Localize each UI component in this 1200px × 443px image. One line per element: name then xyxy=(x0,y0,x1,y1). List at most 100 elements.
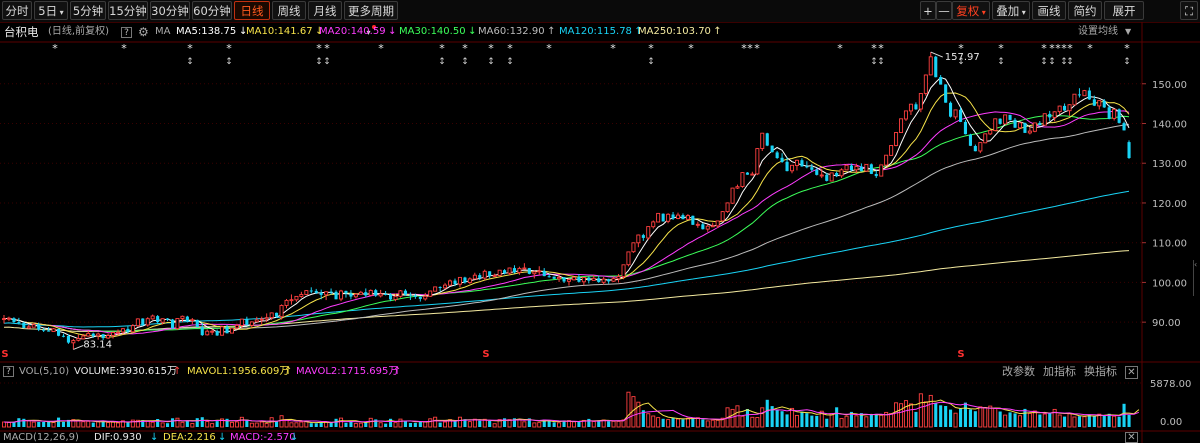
period-tab-5[interactable]: 60分钟 xyxy=(192,1,232,20)
swap-indicator-link[interactable]: 换指标 xyxy=(1084,365,1117,378)
mavol2-dir-icon: ↑ xyxy=(393,366,402,377)
period-tab-1[interactable]: 5日 ▾ xyxy=(34,1,68,20)
candle-body xyxy=(1017,122,1022,129)
volume-bar xyxy=(378,422,383,428)
period-tab-4[interactable]: 30分钟 xyxy=(150,1,190,20)
volume-bar xyxy=(1048,412,1052,427)
ma-legend-item: MA10:141.67 xyxy=(246,26,313,37)
candle-body xyxy=(503,270,507,274)
candle-body xyxy=(413,295,417,297)
event-arrow-icon: ↕ xyxy=(1040,57,1048,67)
add-indicator-link[interactable]: 加指标 xyxy=(1043,365,1076,378)
volume-bar xyxy=(111,421,116,428)
event-arrow-icon: ↕ xyxy=(487,57,495,67)
side-collapse-handle[interactable]: ‹ xyxy=(1193,260,1200,296)
candle-body xyxy=(180,315,185,319)
ma-settings-link[interactable]: 设置均线 xyxy=(1078,26,1118,37)
zoom-out-button[interactable]: — xyxy=(936,1,952,20)
stock-name[interactable]: 台积电 xyxy=(4,25,39,39)
help-icon[interactable]: ? xyxy=(3,366,14,377)
volume-bar xyxy=(22,418,26,427)
volume-bar xyxy=(656,417,661,428)
candle-body xyxy=(249,321,254,326)
candle-body xyxy=(973,146,977,152)
volume-bar xyxy=(953,412,958,428)
candle-body xyxy=(944,84,948,103)
volume-bar xyxy=(829,413,834,428)
candle-body xyxy=(339,290,344,300)
candle-body xyxy=(1077,94,1081,96)
candle-body xyxy=(368,289,373,296)
volume-bar xyxy=(96,421,101,428)
period-tab-7[interactable]: 周线 xyxy=(272,1,306,20)
volume-bar xyxy=(2,421,7,428)
close-icon[interactable]: ✕ xyxy=(1125,432,1138,443)
period-tab-6[interactable]: 日线 xyxy=(234,1,270,20)
volume-bar xyxy=(983,407,988,428)
candle-body xyxy=(51,328,56,332)
candle-body xyxy=(215,331,219,336)
mavol1-value: MAVOL1:1956.609万 xyxy=(187,366,290,377)
candle-body xyxy=(1072,93,1077,106)
candle-body xyxy=(353,293,358,298)
expand-button[interactable]: 展开 xyxy=(1104,1,1144,20)
volume-bar xyxy=(254,422,259,428)
candle-body xyxy=(66,336,70,343)
volume-bar xyxy=(671,417,675,427)
candle-body xyxy=(91,333,95,337)
volume-bar xyxy=(31,421,36,428)
volume-bar xyxy=(854,415,859,428)
candle-body xyxy=(532,271,537,275)
period-tab-2[interactable]: 5分钟 xyxy=(70,1,106,20)
volume-bar xyxy=(319,422,323,427)
chevron-down-icon[interactable]: ▼ xyxy=(1125,27,1132,36)
candle-body xyxy=(626,251,631,266)
period-tab-3[interactable]: 15分钟 xyxy=(108,1,148,20)
candle-body xyxy=(398,290,403,297)
candle-body xyxy=(710,225,715,228)
period-tab-9[interactable]: 更多周期 ▾ xyxy=(344,1,398,37)
volume-bar xyxy=(894,402,899,428)
simple-button[interactable]: 简约 xyxy=(1068,1,1102,20)
candle-body xyxy=(1003,114,1008,125)
period-tab-label: 15分钟 xyxy=(109,4,147,18)
volume-bar xyxy=(988,405,993,428)
fullscreen-icon[interactable]: ⛶ xyxy=(1180,1,1198,20)
volume-bar xyxy=(145,420,150,428)
change-params-link[interactable]: 改参数 xyxy=(1002,365,1035,378)
volume-bar xyxy=(859,413,863,427)
candle-body xyxy=(264,317,269,320)
ma20-line xyxy=(3,110,1130,335)
candle-body xyxy=(200,327,204,336)
volume-bar xyxy=(1082,416,1087,428)
volume-bar xyxy=(249,422,254,428)
help-icon[interactable]: ? xyxy=(121,27,132,38)
volume-bar xyxy=(1008,412,1012,427)
volume-bar xyxy=(463,419,467,427)
period-tab-0[interactable]: 分时 xyxy=(2,1,32,20)
overlay-button[interactable]: 叠加 ▾ xyxy=(992,1,1030,20)
volume-bar xyxy=(126,422,130,427)
volume-bar xyxy=(51,422,56,428)
zoom-in-button[interactable]: + xyxy=(920,1,936,20)
adjust-button[interactable]: 复权 ▾ xyxy=(952,1,990,20)
candle-body xyxy=(428,290,433,297)
gear-icon[interactable]: ⚙ xyxy=(138,25,149,39)
candle-body xyxy=(517,267,522,273)
candle-body xyxy=(760,132,765,149)
event-star-icon: * xyxy=(1041,42,1047,55)
event-arrow-icon: ↕ xyxy=(1048,57,1056,67)
ma-legend-item: MA120:115.78 xyxy=(559,26,632,37)
candle-body xyxy=(611,278,616,282)
volume-bar xyxy=(81,421,86,428)
period-tab-8[interactable]: 月线 xyxy=(308,1,342,20)
close-icon[interactable]: ✕ xyxy=(1125,366,1138,379)
candle-body xyxy=(289,299,294,302)
candle-body xyxy=(844,164,849,171)
draw-line-button[interactable]: 画线 xyxy=(1032,1,1066,20)
volume-bar xyxy=(384,423,388,427)
volume-bar xyxy=(884,411,889,428)
candle-body xyxy=(577,277,581,282)
volume-bar xyxy=(666,419,671,428)
